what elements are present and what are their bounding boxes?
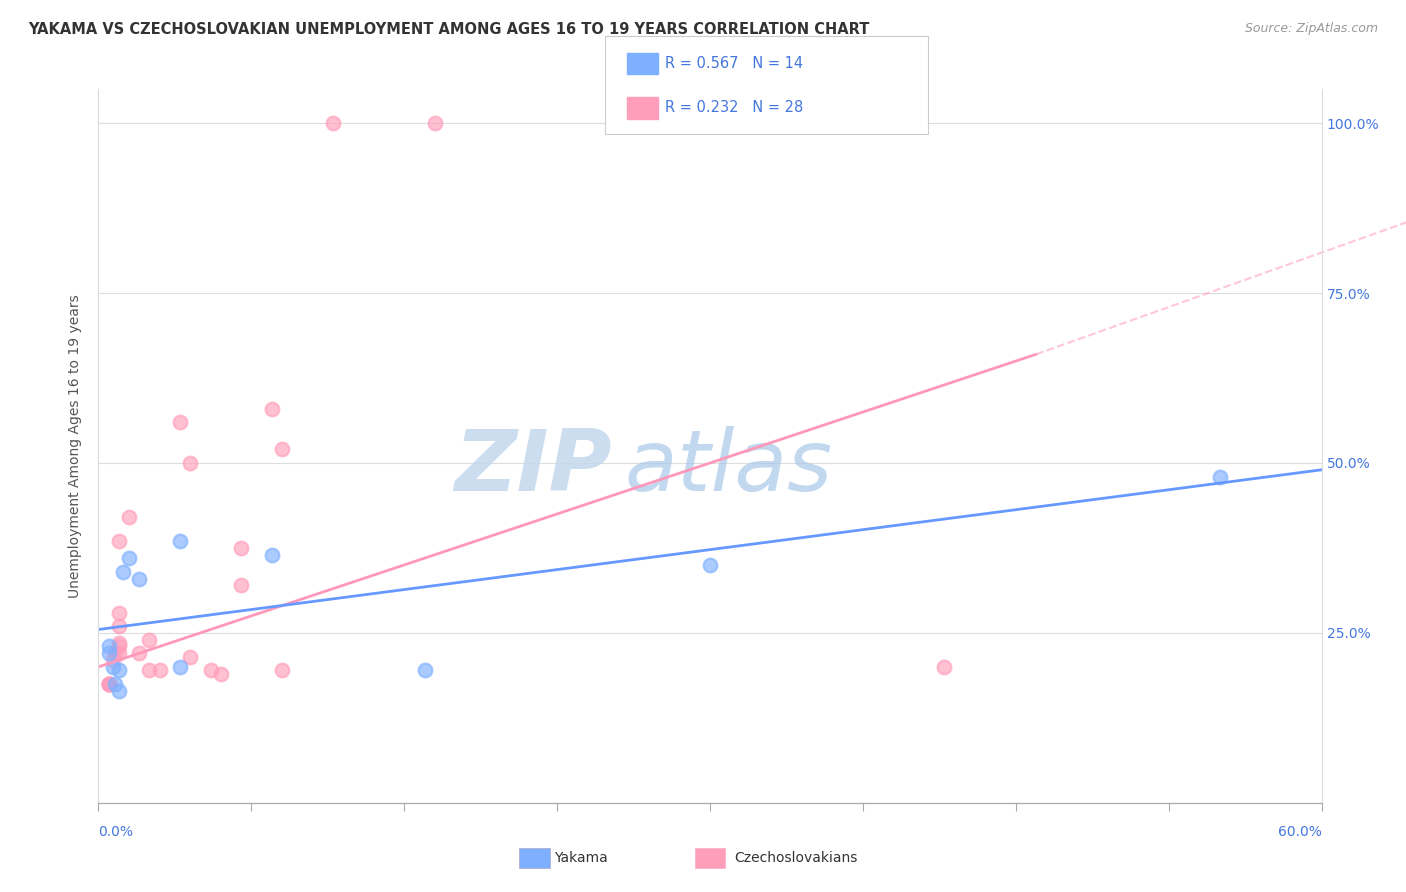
Point [179, 649, 201, 664]
Text: atlas: atlas [624, 425, 832, 509]
Point [108, 534, 131, 549]
Point [138, 663, 160, 677]
Point [104, 646, 127, 660]
Point [97, 677, 120, 691]
Point [1209, 469, 1232, 483]
Text: Source: ZipAtlas.com: Source: ZipAtlas.com [1244, 22, 1378, 36]
Point [101, 653, 124, 667]
Point [138, 632, 160, 647]
Point [97, 677, 120, 691]
Point [118, 551, 141, 566]
Point [128, 572, 150, 586]
Point [101, 660, 124, 674]
Point [108, 606, 131, 620]
Point [97, 640, 120, 654]
Point [104, 677, 127, 691]
Point [108, 640, 131, 654]
Point [231, 578, 253, 592]
Point [169, 415, 191, 429]
Point [179, 456, 201, 470]
Text: YAKAMA VS CZECHOSLOVAKIAN UNEMPLOYMENT AMONG AGES 16 TO 19 YEARS CORRELATION CHA: YAKAMA VS CZECHOSLOVAKIAN UNEMPLOYMENT A… [28, 22, 869, 37]
Point [231, 541, 253, 555]
Point [260, 401, 283, 416]
Point [118, 510, 141, 524]
Text: Yakama: Yakama [554, 851, 607, 865]
Point [108, 646, 131, 660]
Point [200, 663, 222, 677]
Point [169, 660, 191, 674]
Point [169, 534, 191, 549]
Point [97, 646, 120, 660]
Point [111, 565, 134, 579]
Point [423, 116, 446, 130]
Point [108, 619, 131, 633]
Point [322, 116, 344, 130]
Point [934, 660, 956, 674]
Point [108, 636, 131, 650]
Y-axis label: Unemployment Among Ages 16 to 19 years: Unemployment Among Ages 16 to 19 years [69, 294, 83, 598]
Point [149, 663, 172, 677]
Text: 60.0%: 60.0% [1278, 825, 1322, 839]
Point [270, 442, 294, 457]
Text: Czechoslovakians: Czechoslovakians [734, 851, 858, 865]
Text: R = 0.567   N = 14: R = 0.567 N = 14 [665, 56, 803, 70]
Text: R = 0.232   N = 28: R = 0.232 N = 28 [665, 101, 803, 115]
Point [108, 663, 131, 677]
Point [128, 646, 150, 660]
Point [699, 558, 721, 572]
Point [413, 663, 436, 677]
Text: 0.0%: 0.0% [98, 825, 134, 839]
Point [270, 663, 294, 677]
Point [97, 677, 120, 691]
Point [108, 683, 131, 698]
Point [97, 677, 120, 691]
Point [209, 666, 232, 681]
Text: ZIP: ZIP [454, 425, 612, 509]
Point [260, 548, 283, 562]
